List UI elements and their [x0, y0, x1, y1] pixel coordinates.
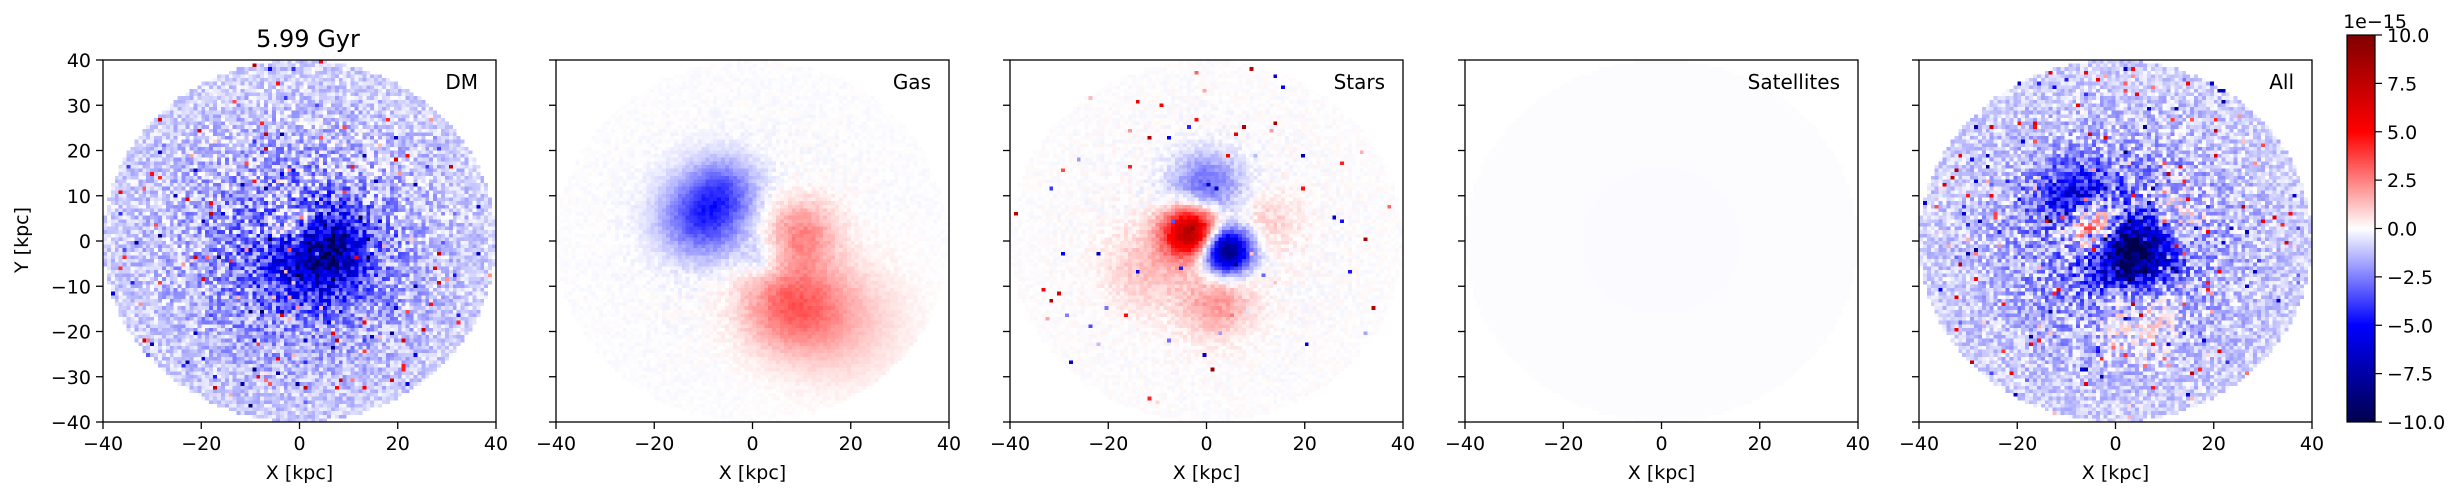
colorbar-tick-label: 0.0	[2387, 219, 2417, 241]
x-tick-label: 40	[1391, 433, 1415, 455]
x-tick-label: 40	[484, 433, 508, 455]
x-tick-label: 0	[2109, 433, 2121, 455]
y-tick-label: 0	[79, 231, 91, 253]
x-axis-label: X [kpc]	[1173, 462, 1240, 484]
x-tick-label: 0	[1200, 433, 1212, 455]
x-tick-label: 0	[293, 433, 305, 455]
colorbar-tick-label: −5.0	[2387, 315, 2433, 337]
x-tick-label: 0	[1655, 433, 1667, 455]
x-tick-label: 20	[1748, 433, 1772, 455]
y-tick-label: 40	[67, 50, 91, 72]
colorbar-tick-label: 5.0	[2387, 122, 2417, 144]
panel-label: Stars	[1334, 70, 1385, 94]
colorbar-exponent: 1e−15	[2343, 11, 2407, 33]
colorbar-tick-label: −10.0	[2387, 412, 2445, 434]
x-axis-label: X [kpc]	[266, 462, 333, 484]
x-axis-label: X [kpc]	[2082, 462, 2149, 484]
panel-stars: −40 −20 0 20 40 X [kpc] Stars	[990, 59, 1415, 484]
y-tick-label: −10	[51, 276, 91, 298]
x-tick-label: −40	[1899, 433, 1939, 455]
panel-all: −40 −20 0 20 40 X [kpc] All	[1899, 59, 2324, 484]
panels: −40 −20 0 20 40 −40 −30 −20 −10 0 10 20 30 40 X [kpc] D…	[51, 50, 2324, 484]
y-tick-label: 20	[67, 141, 91, 163]
heatmap-all	[1919, 60, 2312, 422]
heatmap-stars	[1010, 60, 1403, 422]
colorbar-tick-label: 10.0	[2387, 25, 2429, 47]
y-tick-label: 10	[67, 186, 91, 208]
y-tick-label: 30	[67, 95, 91, 117]
y-tick-label: −40	[51, 412, 91, 434]
heatmap-gas	[556, 60, 949, 422]
x-axis-label: X [kpc]	[1628, 462, 1695, 484]
panel-label: Satellites	[1748, 70, 1840, 94]
panel-label: All	[2269, 70, 2294, 94]
x-tick-label: −20	[1543, 433, 1583, 455]
colorbar-gradient	[2346, 34, 2376, 423]
x-tick-label: 20	[386, 433, 410, 455]
panel-gas: −40 −20 0 20 40 X [kpc] Gas	[536, 59, 961, 484]
x-tick-label: −40	[1445, 433, 1485, 455]
heatmap-satellites	[1465, 60, 1858, 422]
panel-satellites: −40 −20 0 20 40 X [kpc] Satellites	[1445, 59, 1870, 484]
colorbar-tick-label: −7.5	[2387, 364, 2433, 386]
x-tick-label: −20	[181, 433, 221, 455]
x-tick-label: −40	[990, 433, 1030, 455]
x-tick-label: 40	[937, 433, 961, 455]
x-tick-label: −40	[536, 433, 576, 455]
x-tick-label: 40	[2300, 433, 2324, 455]
heatmap-dm	[103, 60, 496, 422]
colorbar-tick-label: 7.5	[2387, 73, 2417, 95]
figure-title: 5.99 Gyr	[256, 25, 360, 53]
y-axis-label: Y [kpc]	[11, 207, 33, 274]
x-tick-label: 20	[1293, 433, 1317, 455]
y-tick-label: −20	[51, 322, 91, 344]
x-tick-label: 20	[839, 433, 863, 455]
x-tick-label: 20	[2202, 433, 2226, 455]
panel-dm: −40 −20 0 20 40 −40 −30 −20 −10 0 10 20 30 40 X [kpc] D…	[51, 50, 508, 484]
x-tick-label: 0	[746, 433, 758, 455]
colorbar: −10.0 −7.5 −5.0 −2.5 0.0 2.5 5.0 7.5 10.01e−15	[2343, 11, 2445, 434]
x-tick-label: −20	[1997, 433, 2037, 455]
x-axis-label: X [kpc]	[719, 462, 786, 484]
panel-label: DM	[445, 70, 478, 94]
x-tick-label: −20	[634, 433, 674, 455]
x-tick-label: −20	[1088, 433, 1128, 455]
x-tick-label: 40	[1846, 433, 1870, 455]
x-tick-label: −40	[83, 433, 123, 455]
colorbar-tick-label: 2.5	[2387, 170, 2417, 192]
panel-label: Gas	[893, 70, 931, 94]
y-tick-label: −30	[51, 367, 91, 389]
colorbar-tick-label: −2.5	[2387, 267, 2433, 289]
